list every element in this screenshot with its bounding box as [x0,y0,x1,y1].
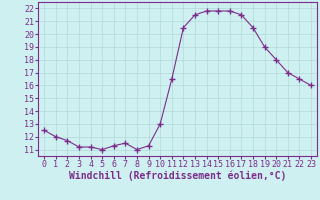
X-axis label: Windchill (Refroidissement éolien,°C): Windchill (Refroidissement éolien,°C) [69,171,286,181]
